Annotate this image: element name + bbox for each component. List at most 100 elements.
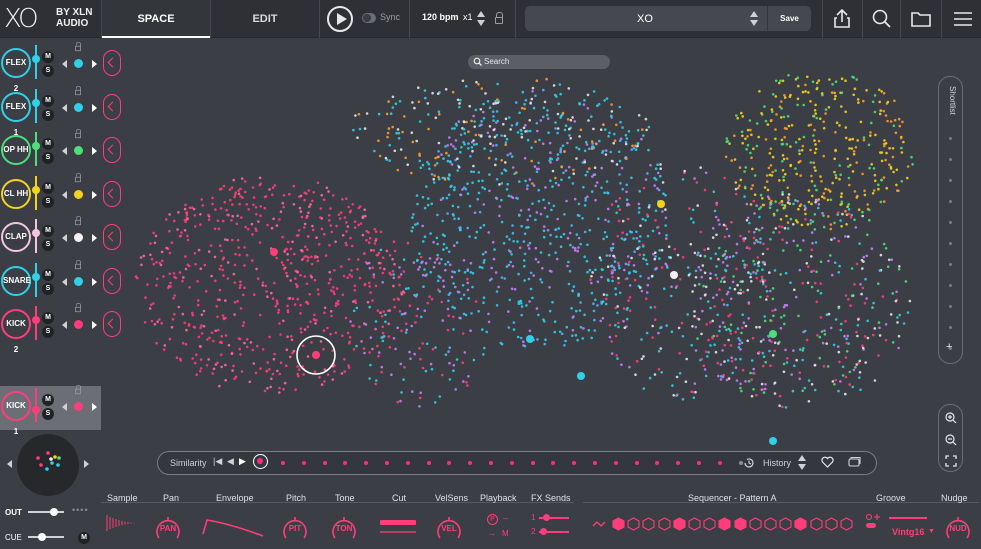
sequencer-step[interactable] (673, 517, 686, 531)
next-sample-icon[interactable] (92, 234, 97, 242)
chevron-left-icon[interactable] (103, 311, 121, 337)
shortlist-slot[interactable] (949, 263, 952, 266)
next-sample-icon[interactable] (92, 60, 97, 68)
similarity-result-dot[interactable] (509, 461, 514, 465)
solo-button[interactable]: S (42, 195, 54, 208)
prev-sample-icon[interactable] (62, 190, 67, 199)
track-volume-knob[interactable] (32, 98, 40, 107)
track-name-button[interactable]: KICK 1 (1, 391, 31, 436)
dice-icon[interactable] (847, 456, 861, 468)
similarity-result-dot[interactable] (634, 461, 639, 465)
bpm-value[interactable]: 120 bpm (422, 12, 459, 22)
cue-volume-knob[interactable] (38, 533, 46, 541)
lock-icon[interactable] (75, 385, 81, 395)
chevron-left-icon[interactable] (103, 93, 121, 120)
track-name-button[interactable]: KICK 2 (1, 309, 31, 354)
shortlist-slot[interactable] (949, 200, 952, 203)
sequencer-step[interactable] (734, 517, 747, 531)
selected-sample-ring[interactable] (296, 335, 336, 375)
out-volume-slider[interactable] (28, 511, 64, 513)
solo-button[interactable]: S (42, 326, 54, 338)
track-row[interactable]: SNARE M S (0, 259, 101, 305)
track-name-button[interactable]: CLAP (1, 222, 31, 252)
similarity-result-dot[interactable] (551, 461, 556, 465)
skip-start-icon[interactable]: |◀ (213, 456, 223, 466)
shortlist-slot[interactable] (949, 326, 952, 329)
sequencer-step[interactable] (779, 517, 792, 531)
similarity-result-dot[interactable] (530, 461, 535, 465)
next-sample-icon[interactable] (92, 403, 97, 411)
shortlist-slot[interactable] (949, 137, 952, 140)
track-sample-marker[interactable] (769, 437, 777, 445)
track-name-button[interactable]: FLEX 1 (1, 91, 31, 137)
solo-button[interactable]: S (42, 282, 54, 295)
similarity-result-dot[interactable] (364, 461, 369, 465)
similarity-result-dot[interactable] (572, 461, 577, 465)
lock-icon[interactable] (75, 172, 81, 182)
similarity-current-sample[interactable] (253, 454, 268, 469)
sequencer-step[interactable] (612, 517, 625, 531)
lock-icon[interactable] (75, 216, 81, 226)
pan-knob[interactable] (153, 514, 183, 544)
playback-loop-button[interactable]: P (487, 514, 498, 525)
shortlist-slot[interactable] (949, 284, 952, 287)
mute-button[interactable]: M (42, 225, 54, 237)
prev-sample-icon[interactable] (62, 147, 67, 155)
mute-button[interactable]: M (42, 94, 54, 107)
track-name-button[interactable]: FLEX 2 (1, 48, 31, 93)
chevron-left-icon[interactable] (103, 267, 121, 294)
zoom-out-icon[interactable] (944, 433, 958, 447)
fx-send-1-knob[interactable] (543, 514, 550, 521)
track-volume-knob[interactable] (32, 185, 40, 194)
zoom-in-icon[interactable] (944, 411, 958, 425)
similarity-result-dot[interactable] (301, 461, 306, 465)
tone-knob[interactable] (329, 514, 359, 544)
sequencer-step[interactable] (840, 517, 853, 531)
shortlist-slot[interactable] (949, 158, 952, 161)
selected-sample-dot[interactable] (312, 351, 320, 359)
envelope-graph[interactable] (201, 514, 265, 538)
solo-button[interactable]: S (42, 108, 54, 121)
sample-waveform-icon[interactable] (105, 512, 141, 534)
track-volume-knob[interactable] (32, 55, 40, 63)
track-row[interactable]: OP HH M S (0, 129, 101, 174)
chevron-down-icon[interactable]: ▼ (928, 528, 935, 535)
mute-button[interactable]: M (42, 138, 54, 150)
track-volume-knob[interactable] (32, 406, 40, 414)
groove-toggle-icon[interactable] (864, 512, 882, 530)
cut-slider[interactable] (378, 515, 420, 537)
menu-icon[interactable] (949, 5, 977, 33)
lock-icon[interactable] (75, 303, 81, 313)
solo-button[interactable]: S (42, 408, 54, 420)
mute-button[interactable]: M (42, 181, 54, 194)
cue-mute-button[interactable]: M (78, 532, 90, 544)
cue-volume-slider[interactable] (28, 536, 64, 538)
sequencer-wave-icon[interactable] (592, 519, 608, 529)
similarity-result-dot[interactable] (322, 461, 327, 465)
similarity-result-dot[interactable] (447, 461, 452, 465)
preset-name[interactable]: XO (637, 13, 653, 25)
lock-icon[interactable] (75, 85, 81, 95)
sample-space-map[interactable] (0, 38, 981, 490)
sequencer-step[interactable] (627, 517, 640, 531)
lock-icon[interactable] (75, 129, 81, 139)
sequencer-step[interactable] (658, 517, 671, 531)
mute-button[interactable]: M (42, 51, 54, 63)
sequencer-step[interactable] (794, 517, 807, 531)
sequencer-step[interactable] (718, 517, 731, 531)
tab-space[interactable]: SPACE (102, 0, 210, 38)
track-volume-slider[interactable] (35, 388, 37, 422)
similarity-result-dot[interactable] (593, 461, 597, 465)
sequencer-step[interactable] (825, 517, 838, 531)
sequencer-step[interactable] (810, 517, 823, 531)
next-sample-icon[interactable] (92, 321, 97, 329)
next-sample-icon[interactable] (92, 103, 97, 112)
chevron-left-icon[interactable] (103, 137, 121, 163)
playback-mode-m[interactable]: M (502, 529, 509, 538)
preset-selector[interactable]: XO Save (525, 6, 811, 31)
prev-sample-icon[interactable] (62, 234, 67, 242)
fx-send-1-slider[interactable] (539, 517, 569, 519)
next-icon[interactable]: ▶ (239, 456, 246, 466)
groove-preset-dropdown[interactable]: Vintg16 (892, 527, 925, 537)
shortlist-slot[interactable] (949, 221, 952, 224)
